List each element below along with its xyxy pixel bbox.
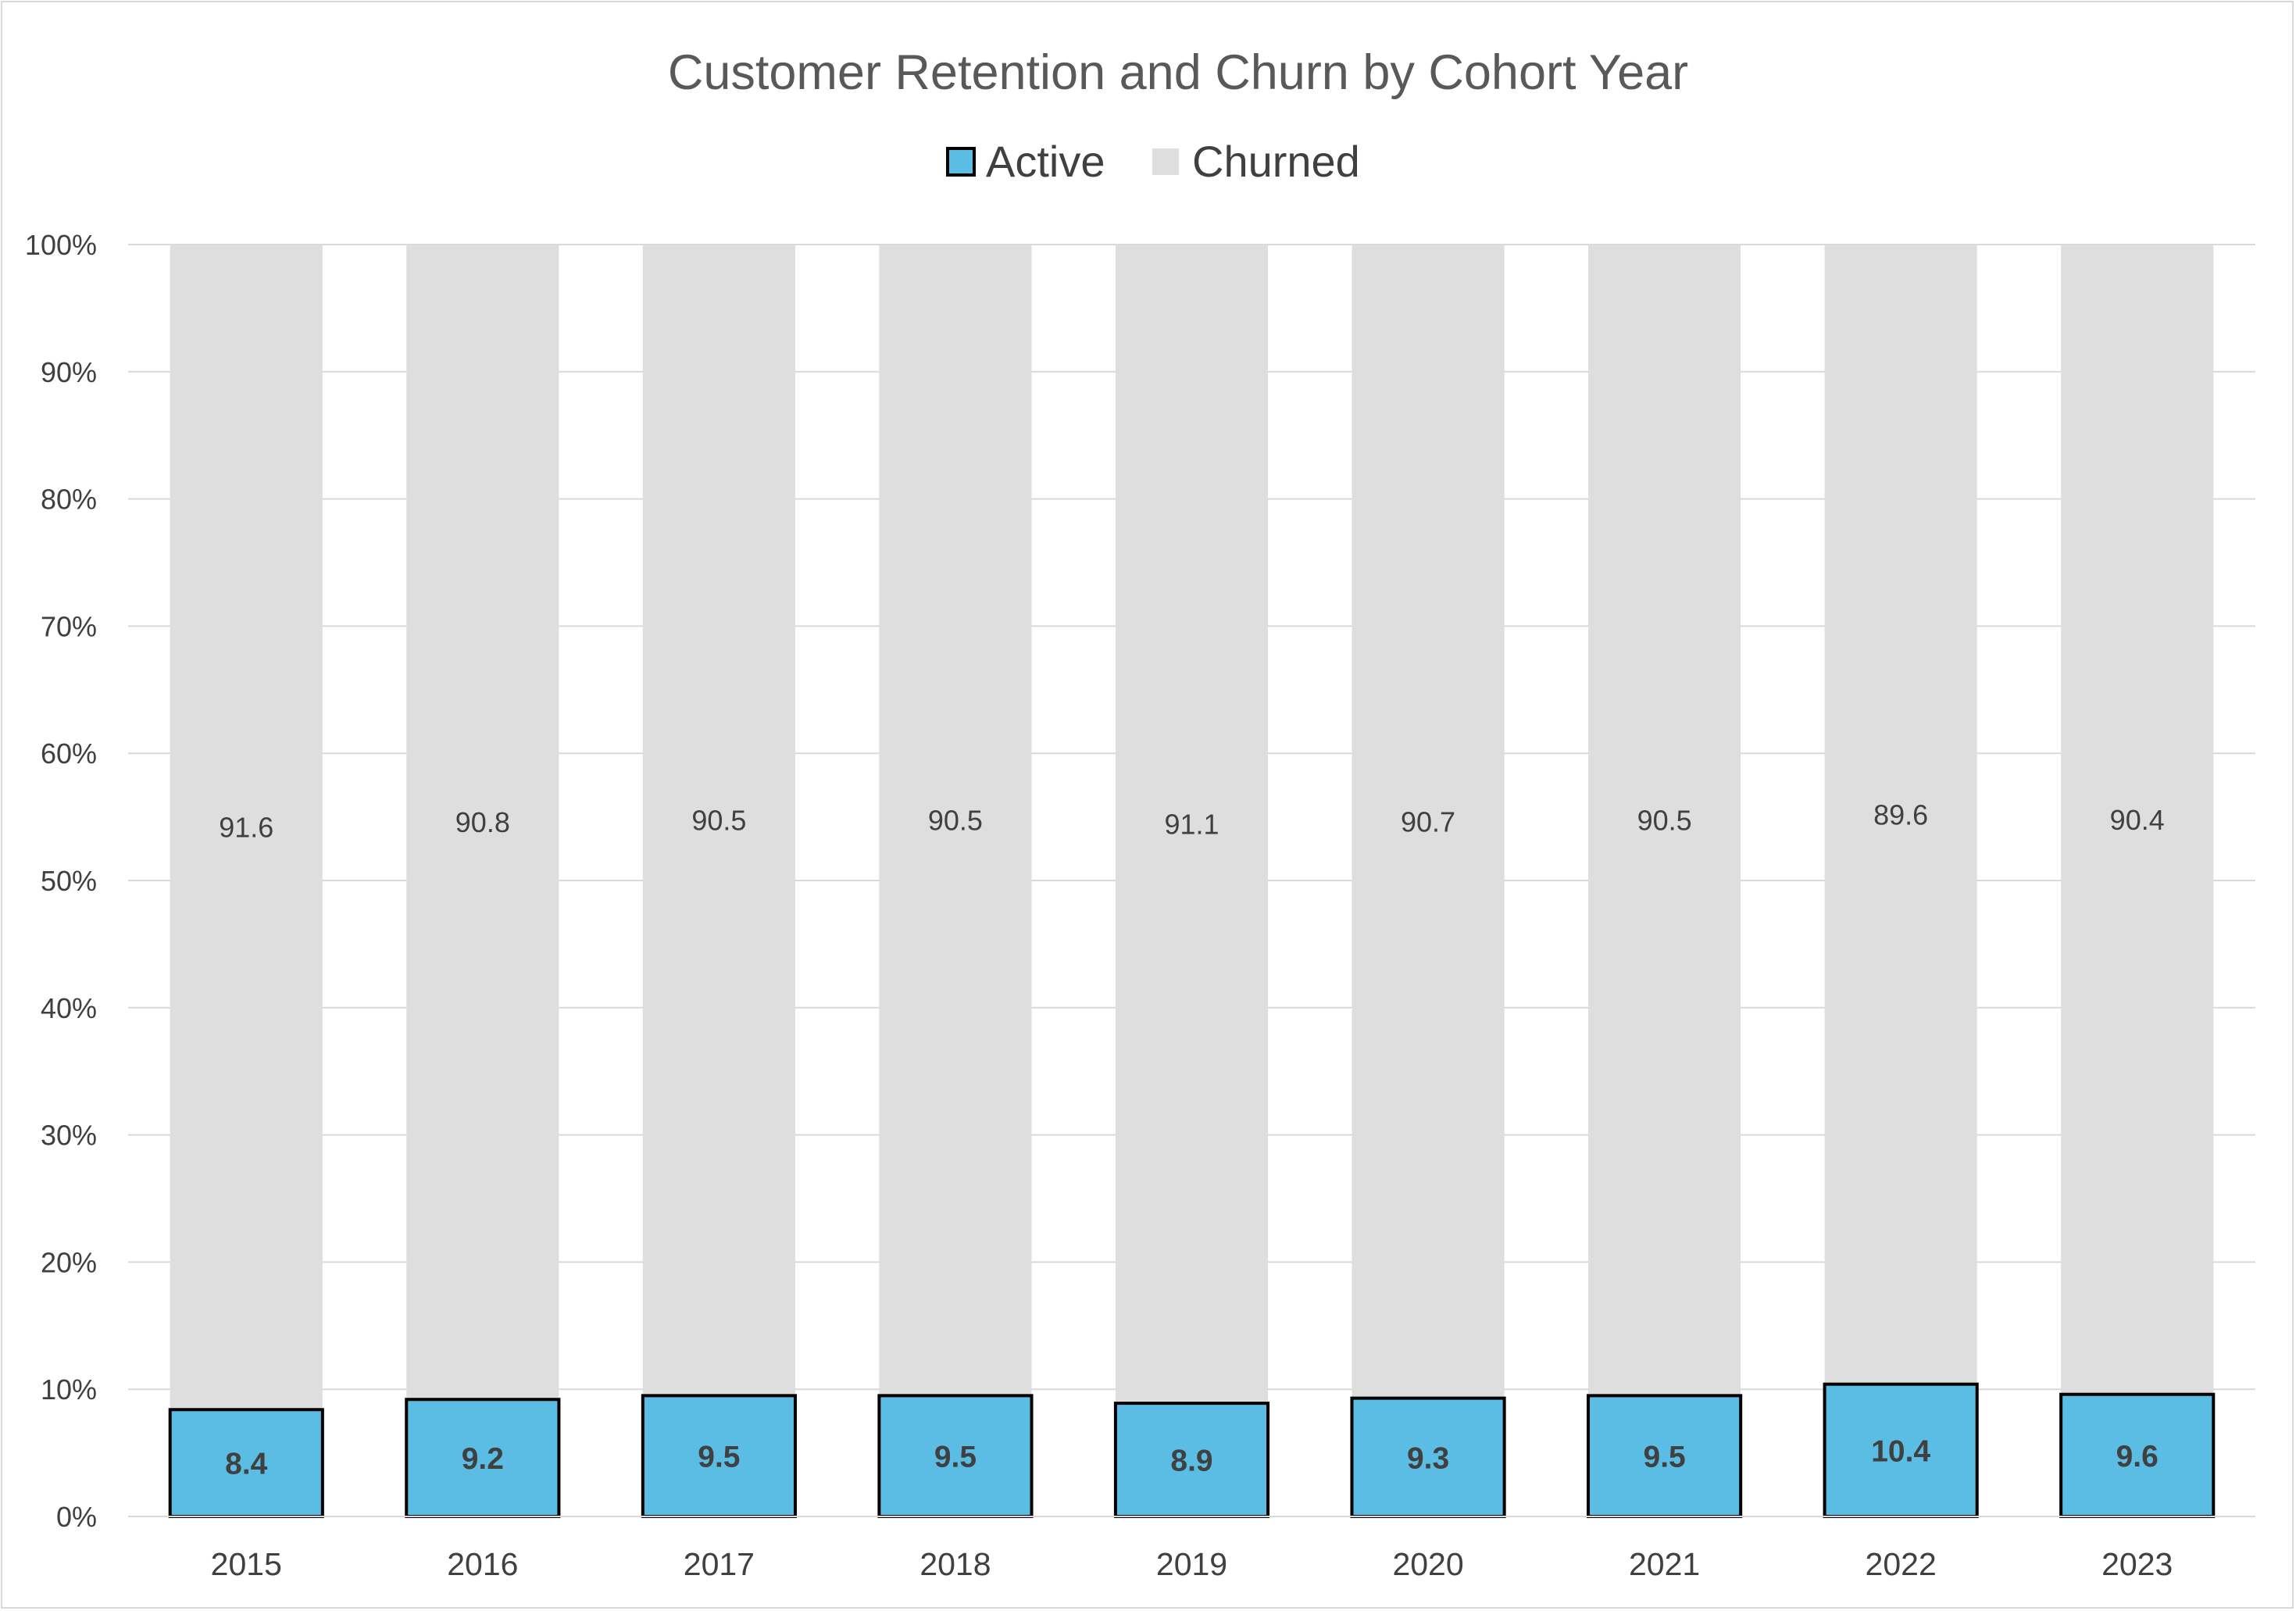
x-tick-label-2022: 2022: [1866, 1546, 1937, 1582]
x-tick-label-2018: 2018: [919, 1546, 991, 1582]
bar-churned-2020: [1352, 245, 1505, 1398]
bar-churned-2019: [1115, 245, 1269, 1404]
bar-churned-2015: [170, 245, 323, 1410]
bar-active-2022: [1823, 1382, 1979, 1518]
x-tick-label-2015: 2015: [211, 1546, 282, 1582]
y-tick-label: 30%: [41, 1120, 97, 1152]
y-axis: 0% 10% 20% 30% 40% 50% 60% 70% 80% 90% 100%: [25, 229, 97, 1533]
bar-churned-2022: [1824, 245, 1977, 1384]
bar-active-2023: [2059, 1392, 2216, 1519]
y-tick-label: 0%: [56, 1501, 97, 1533]
data-label-active-2015: 8.4: [225, 1448, 268, 1481]
x-tick-label-2019: 2019: [1156, 1546, 1227, 1582]
data-label-churned-2015: 91.6: [219, 812, 273, 844]
data-label-churned-2019: 91.1: [1164, 809, 1219, 841]
data-label-active-2020: 9.3: [1407, 1441, 1449, 1475]
bar-active-2021: [1587, 1394, 1743, 1518]
legend-swatch-churned: [1152, 148, 1179, 175]
data-label-active-2016: 9.2: [462, 1442, 504, 1476]
x-axis: 2015 2016 2017 2018 2019 2020 2021 2022 2023: [128, 1516, 2255, 1582]
data-label-active-2019: 8.9: [1170, 1445, 1212, 1478]
x-tick-label-2023: 2023: [2101, 1546, 2173, 1582]
data-label-active-2021: 9.5: [1644, 1441, 1686, 1474]
data-label-active-2017: 9.5: [698, 1441, 740, 1474]
data-label-active-2023: 9.6: [2116, 1440, 2159, 1473]
data-label-churned-2018: 90.5: [928, 805, 983, 837]
data-label-churned-2020: 90.7: [1401, 806, 1455, 838]
bar-active-2015: [168, 1408, 324, 1519]
x-tick-label-2017: 2017: [684, 1546, 755, 1582]
data-label-active-2018: 9.5: [934, 1441, 977, 1474]
data-label-churned-2022: 89.6: [1873, 798, 1928, 831]
chart-title: Customer Retention and Churn by Cohort Y…: [668, 45, 1688, 100]
bar-churned-2023: [2061, 245, 2214, 1395]
bar-active-2017: [641, 1394, 797, 1518]
legend-label-active: Active: [986, 137, 1105, 186]
bar-churned-2018: [879, 245, 1032, 1396]
legend-label-churned: Churned: [1192, 137, 1360, 186]
y-tick-label: 80%: [41, 484, 97, 516]
bar-churned-2021: [1588, 245, 1741, 1396]
bar-active-2016: [405, 1398, 561, 1518]
bar-active-2018: [877, 1394, 1034, 1518]
y-tick-label: 70%: [41, 610, 97, 642]
bar-churned-2016: [406, 245, 559, 1400]
y-tick-label: 20%: [41, 1246, 97, 1278]
y-tick-label: 100%: [25, 229, 97, 261]
y-tick-label: 90%: [41, 356, 97, 388]
y-tick-label: 50%: [41, 865, 97, 897]
y-tick-label: 60%: [41, 738, 97, 770]
bar-churned-2017: [642, 245, 795, 1396]
data-label-churned-2016: 90.8: [455, 806, 510, 838]
x-tick-label-2020: 2020: [1392, 1546, 1463, 1582]
x-tick-label-2016: 2016: [447, 1546, 518, 1582]
legend-swatch-active: [946, 147, 976, 177]
bar-active-2019: [1113, 1402, 1270, 1519]
data-label-churned-2021: 90.5: [1637, 805, 1692, 837]
data-label-active-2022: 10.4: [1871, 1434, 1930, 1468]
legend: Active Churned: [946, 137, 1360, 186]
y-tick-label: 10%: [41, 1373, 97, 1406]
bars: 8.4 91.6 9.2 90.8 9.5 90.5 9.5 90.5 8.9 91.1 9.3 90…: [168, 245, 2216, 1519]
data-label-churned-2023: 90.4: [2110, 804, 2165, 836]
data-label-churned-2017: 90.5: [691, 805, 746, 837]
y-tick-label: 40%: [41, 992, 97, 1024]
x-tick-label-2021: 2021: [1629, 1546, 1700, 1582]
